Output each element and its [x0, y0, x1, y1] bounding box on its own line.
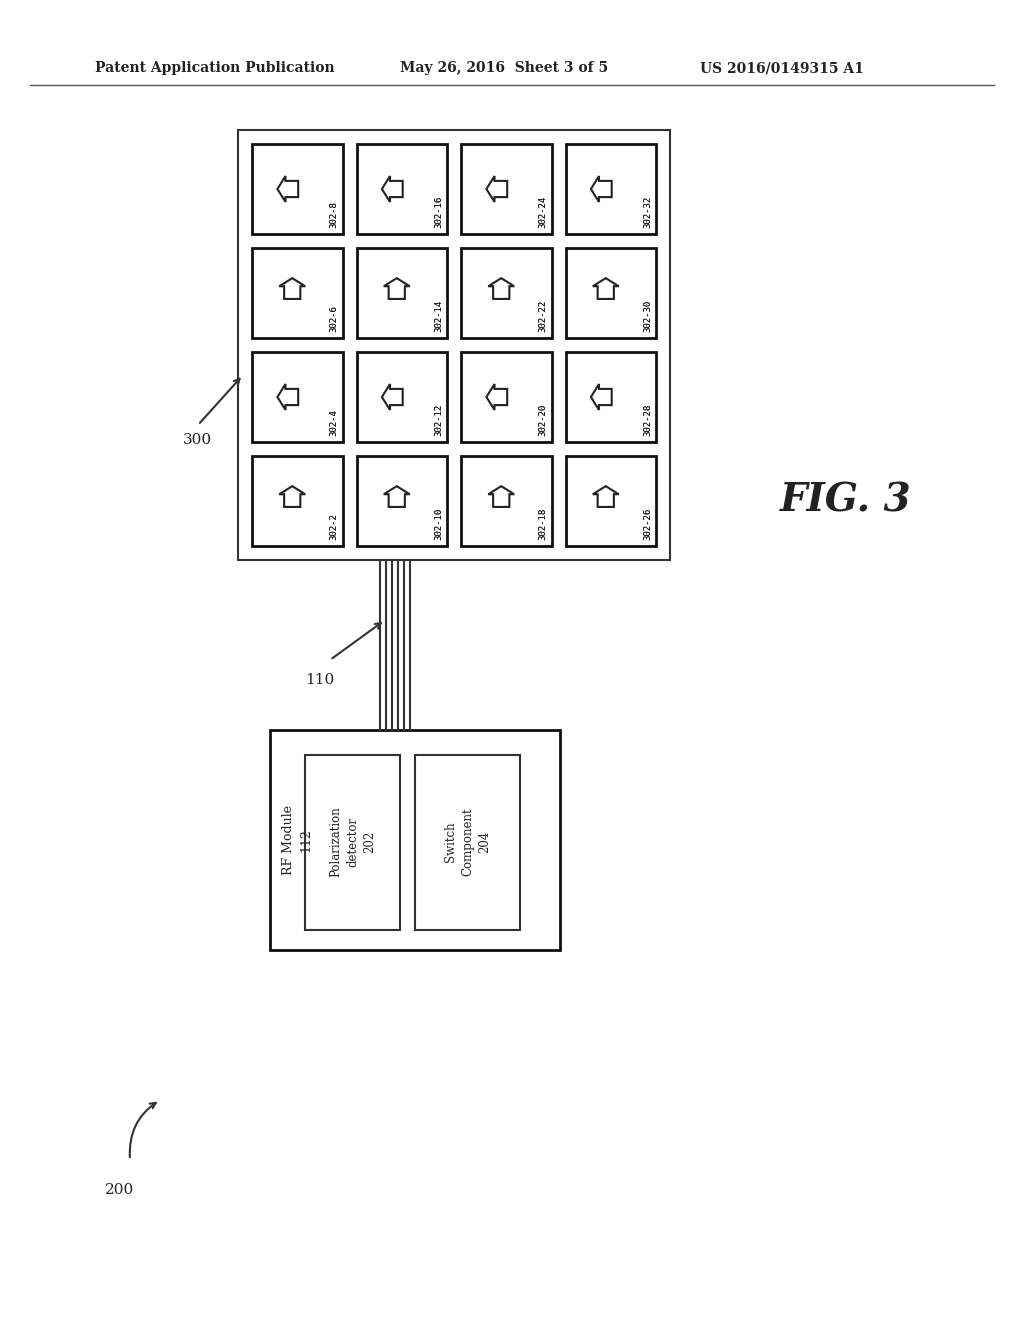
Text: 302-20: 302-20	[539, 404, 548, 436]
Polygon shape	[591, 176, 611, 202]
Text: 302-26: 302-26	[643, 508, 652, 540]
Text: 302-30: 302-30	[643, 300, 652, 333]
Text: 300: 300	[183, 433, 212, 447]
Text: 302-26: 302-26	[643, 508, 652, 540]
Bar	[461, 144, 552, 234]
Bar	[565, 455, 656, 546]
Bar	[252, 352, 342, 442]
Text: Switch
Component
204: Switch Component 204	[444, 808, 490, 876]
Text: 302-28: 302-28	[643, 404, 652, 436]
Bar	[270, 730, 560, 950]
Text: Polarization
detector
202: Polarization detector 202	[329, 807, 376, 878]
Text: 302-24: 302-24	[539, 195, 548, 228]
Bar	[252, 248, 342, 338]
Text: RF Module
112: RF Module 112	[282, 805, 312, 875]
Polygon shape	[486, 176, 507, 202]
Polygon shape	[384, 486, 410, 507]
Bar	[252, 144, 342, 234]
Bar	[356, 144, 447, 234]
Text: 302-12: 302-12	[434, 404, 443, 436]
Text: 302-8: 302-8	[330, 201, 339, 228]
Text: 302-30: 302-30	[643, 300, 652, 333]
Text: 302-22: 302-22	[539, 300, 548, 333]
Text: 302-2: 302-2	[330, 513, 339, 540]
Polygon shape	[382, 176, 402, 202]
Polygon shape	[591, 384, 611, 411]
Text: 302-32: 302-32	[643, 195, 652, 228]
Polygon shape	[382, 384, 402, 411]
Text: 302-6: 302-6	[330, 305, 339, 333]
Bar	[565, 144, 656, 234]
Text: 302-14: 302-14	[434, 300, 443, 333]
Text: 302-32: 302-32	[643, 195, 652, 228]
Polygon shape	[593, 279, 618, 298]
Text: 200: 200	[105, 1183, 134, 1197]
Polygon shape	[593, 486, 618, 507]
Text: 302-20: 302-20	[539, 404, 548, 436]
Bar	[305, 755, 400, 931]
Polygon shape	[280, 279, 305, 298]
Polygon shape	[486, 384, 507, 411]
Bar	[565, 248, 656, 338]
Text: 302-10: 302-10	[434, 508, 443, 540]
Text: FIG. 3: FIG. 3	[780, 480, 911, 519]
Text: 302-8: 302-8	[330, 201, 339, 228]
Polygon shape	[278, 384, 298, 411]
Polygon shape	[278, 176, 298, 202]
Bar	[252, 455, 342, 546]
Text: 302-14: 302-14	[434, 300, 443, 333]
Text: 302-18: 302-18	[539, 508, 548, 540]
Bar	[565, 352, 656, 442]
Polygon shape	[384, 279, 410, 298]
Text: 302-2: 302-2	[330, 513, 339, 540]
Text: 302-4: 302-4	[330, 409, 339, 436]
Bar	[461, 352, 552, 442]
Polygon shape	[280, 486, 305, 507]
Text: Patent Application Publication: Patent Application Publication	[95, 61, 335, 75]
Text: 302-4: 302-4	[330, 409, 339, 436]
Text: 302-16: 302-16	[434, 195, 443, 228]
Polygon shape	[488, 486, 514, 507]
Text: 302-18: 302-18	[539, 508, 548, 540]
Bar	[356, 455, 447, 546]
Bar	[238, 129, 670, 560]
Text: 302-28: 302-28	[643, 404, 652, 436]
Text: 302-22: 302-22	[539, 300, 548, 333]
Text: 302-16: 302-16	[434, 195, 443, 228]
Bar	[415, 755, 520, 931]
Bar	[356, 248, 447, 338]
Text: US 2016/0149315 A1: US 2016/0149315 A1	[700, 61, 864, 75]
Bar	[461, 455, 552, 546]
Text: 302-12: 302-12	[434, 404, 443, 436]
Text: May 26, 2016  Sheet 3 of 5: May 26, 2016 Sheet 3 of 5	[400, 61, 608, 75]
Text: 110: 110	[305, 673, 334, 686]
Bar	[356, 352, 447, 442]
Bar	[461, 248, 552, 338]
Text: 302-24: 302-24	[539, 195, 548, 228]
Text: 302-6: 302-6	[330, 305, 339, 333]
Text: 302-10: 302-10	[434, 508, 443, 540]
Polygon shape	[488, 279, 514, 298]
